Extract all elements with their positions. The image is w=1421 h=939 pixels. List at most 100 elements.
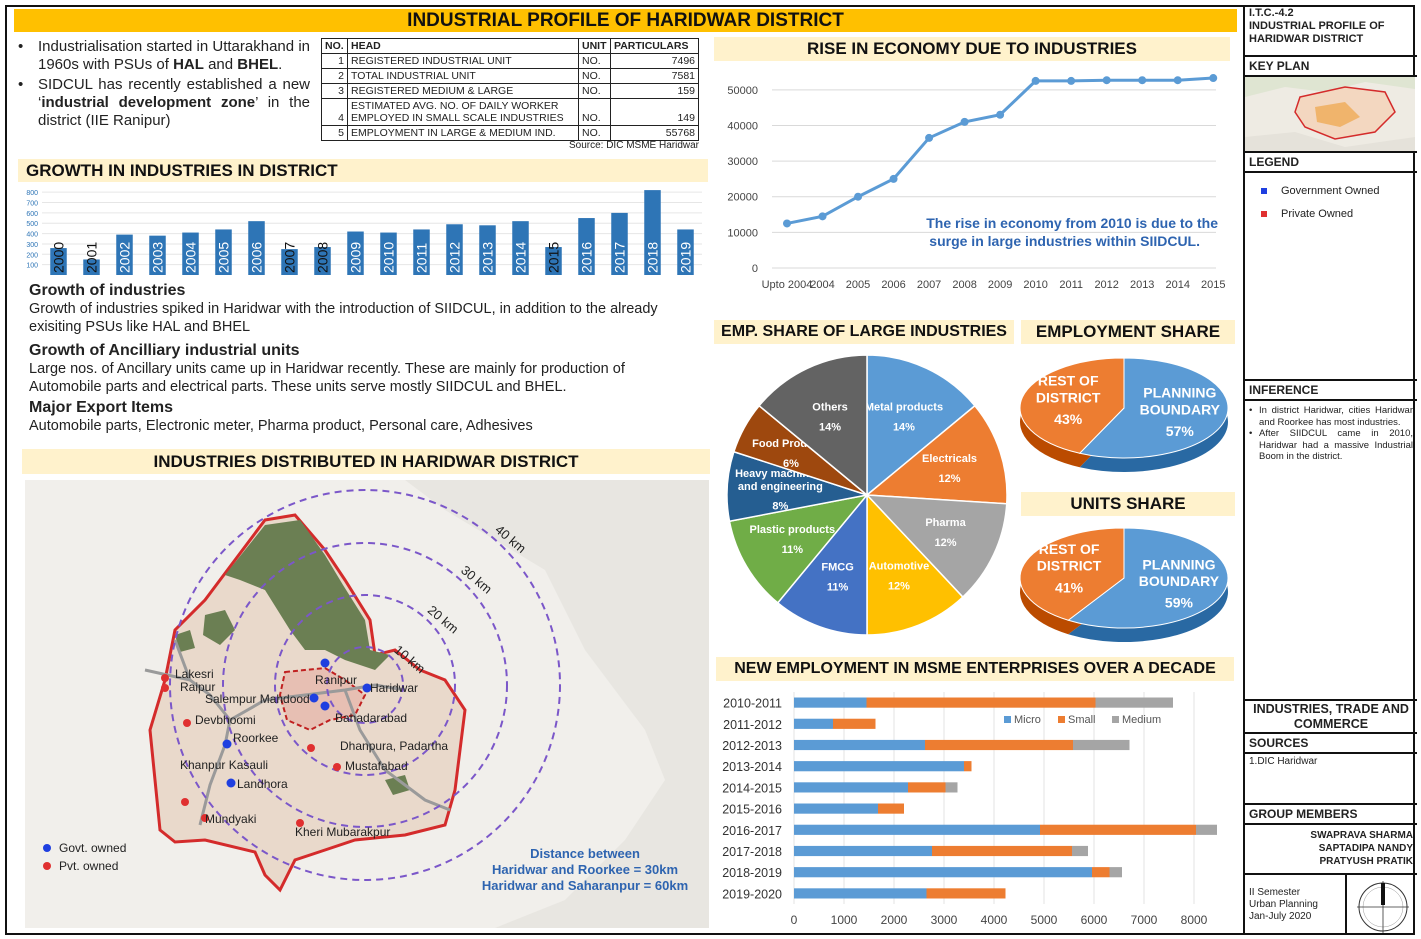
pvt-place-dot <box>183 719 191 727</box>
table-header-row: NO. HEAD UNIT PARTICULARS <box>321 38 699 54</box>
economy-xlabel: 2006 <box>881 279 905 291</box>
growth-ytick: 100 <box>26 263 38 270</box>
economy-point <box>1138 76 1147 85</box>
msme-ylabel: 2013-2014 <box>722 760 782 774</box>
col-particulars: PARTICULARS <box>610 38 699 54</box>
growth-xlabel: 2018 <box>645 242 661 273</box>
pie-slice <box>1019 527 1125 621</box>
msme-ylabel: 2014-2015 <box>722 781 782 795</box>
sheet-title: INDUSTRIAL PROFILE OF HARIDWAR DISTRICT <box>1249 20 1385 45</box>
msme-xtick: 6000 <box>1081 913 1108 927</box>
pie-slice-label: REST OF DISTRICT <box>1037 541 1102 574</box>
msme-bar-segment <box>1095 697 1173 708</box>
govt-place-dot <box>309 693 319 703</box>
growth-xlabel: 2009 <box>348 242 364 273</box>
economy-ytick: 30000 <box>727 156 758 168</box>
distance-ring <box>326 646 404 724</box>
source-item: 1.DIC Haridwar <box>1249 756 1318 767</box>
msme-bar-segment <box>925 739 1073 751</box>
growth-ytick: 800 <box>26 190 38 197</box>
distance-line-1: Haridwar and Roorkee = 30km <box>492 862 678 877</box>
legend-govt-swatch <box>1261 188 1267 194</box>
road-2 <box>229 683 406 722</box>
title-block: I.T.C.-4.2 INDUSTRIAL PROFILE OF HARIDWA… <box>1243 5 1417 935</box>
msme-ylabel: 2017-2018 <box>722 845 782 859</box>
pie-slice <box>776 492 868 636</box>
growth-xlabel: 2007 <box>282 242 298 273</box>
session: Jan-July 2020 <box>1249 911 1312 922</box>
msme-bar-segment <box>1109 867 1122 878</box>
member-2: SAPTADIPA NANDY <box>1318 843 1413 854</box>
msme-xtick: 5000 <box>1031 913 1058 927</box>
govt-place-dot <box>320 658 330 668</box>
growth-bar <box>347 231 364 275</box>
pvt-place-dot <box>161 684 169 692</box>
pie-slice-value: 12% <box>888 581 910 593</box>
govt-place-label: Landhora <box>237 777 288 791</box>
economy-point <box>1031 76 1040 85</box>
inference-item-2: • After SIIDCUL came in 2010, Haridwar ha… <box>1249 428 1413 462</box>
table-row: 3 REGISTERED MEDIUM & LARGE NO. 159 <box>321 83 699 99</box>
forest-patch-1 <box>203 610 235 645</box>
pie-slice-value: 14% <box>893 421 915 433</box>
msme-bar-segment <box>794 824 1040 835</box>
economy-xlabel: 2014 <box>1165 279 1189 291</box>
place-markers: Ranipur Haridwar Salempur Mahdood Bahadarab… <box>161 658 448 839</box>
sheet-frame <box>5 5 1415 935</box>
msme-bar-segment <box>794 888 927 899</box>
intro-bullet-2: • SIDCUL has recently established a new … <box>18 76 311 129</box>
economy-ytick: 10000 <box>727 227 758 239</box>
planning-boundary <box>278 666 367 732</box>
growth-xlabel: 2016 <box>579 242 595 273</box>
pie-slice <box>1019 357 1125 454</box>
pie-slice-value: 11% <box>782 544 804 556</box>
growth-bar <box>314 247 331 275</box>
growth-xlabel: 2014 <box>513 242 529 273</box>
pie-slice-value: 8% <box>772 501 788 513</box>
table-cell-head: TOTAL INDUSTRIAL UNIT <box>347 68 579 84</box>
pie-slice-value: 43% <box>1054 411 1083 427</box>
pvt-place-dot <box>333 763 341 771</box>
growth-ytick: 200 <box>26 252 38 259</box>
economy-xlabel: 2013 <box>1130 279 1154 291</box>
pie-slice <box>728 493 869 604</box>
pie-slice-label: Metal products <box>865 401 943 413</box>
growth-bar <box>677 229 694 275</box>
map-terrain <box>405 480 709 928</box>
table-row: 2 TOTAL INDUSTRIAL UNIT NO. 7581 <box>321 68 699 84</box>
economy-xlabel: 2009 <box>988 279 1012 291</box>
growth-bar <box>116 234 133 275</box>
pie-slice <box>865 404 1008 505</box>
economy-point <box>1067 76 1076 85</box>
growth-bar <box>182 232 199 275</box>
growth-header: GROWTH IN INDUSTRIES IN DISTRICT <box>18 159 708 182</box>
govt-place-dot <box>362 683 372 693</box>
pie-slice <box>865 494 1008 599</box>
pie-slice-label: PLANNING BOUNDARY <box>1139 556 1220 589</box>
growth-bar <box>248 221 265 275</box>
distance-ring <box>169 489 561 881</box>
pie-slice-value: 57% <box>1166 423 1195 439</box>
growth-bar <box>215 229 232 275</box>
msme-bar-segment <box>964 761 972 772</box>
msme-bar-segment <box>794 803 878 814</box>
msme-header: NEW EMPLOYMENT IN MSME ENTERPRISES OVER … <box>716 657 1234 681</box>
table-cell-head: EMPLOYMENT IN LARGE & MEDIUM IND. <box>347 125 579 141</box>
pvt-place-label: Mustafabad <box>345 759 408 773</box>
growth-xlabel: 2000 <box>51 242 67 273</box>
sheet-code: I.T.C.-4.2 <box>1249 7 1294 19</box>
msme-bar-segment <box>1196 824 1217 835</box>
growth-xlabel: 2006 <box>249 242 265 273</box>
legend-govt-dot <box>43 844 51 852</box>
msme-bar-segment <box>926 888 1006 899</box>
member-3: PRATYUSH PRATIK <box>1319 856 1413 867</box>
msme-bar-segment <box>794 782 908 793</box>
table-cell-unit: NO. <box>578 53 611 69</box>
growth-bar <box>545 247 562 275</box>
pie-slice-label: Others <box>812 401 847 413</box>
ancillary-paragraph: Large nos. of Ancillary units came up in… <box>29 361 625 395</box>
pie-slice-value: 12% <box>935 537 957 549</box>
growth-xlabel: 2010 <box>381 242 397 273</box>
table-cell-no: 5 <box>321 125 348 141</box>
sources-block: SOURCES 1.DIC Haridwar <box>1245 734 1417 805</box>
